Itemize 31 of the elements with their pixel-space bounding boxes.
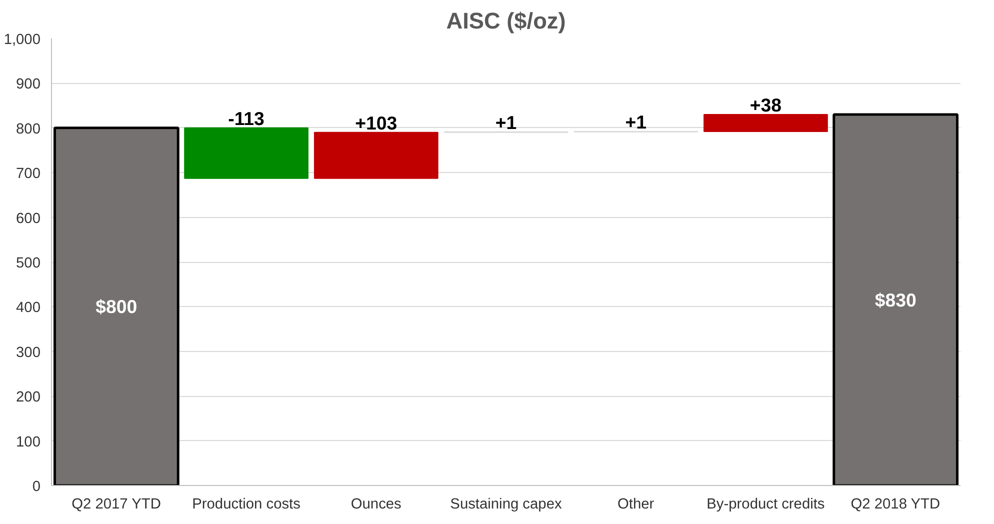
chart-title: AISC ($/oz) <box>446 8 566 34</box>
data-label: +38 <box>750 94 782 116</box>
x-tick-label: Q2 2017 YTD <box>72 496 161 512</box>
y-tick-label: 700 <box>16 166 41 182</box>
y-tick-label: 400 <box>16 300 41 316</box>
y-tick-label: 100 <box>16 434 41 450</box>
bar <box>53 126 180 486</box>
y-tick-label: 1,000 <box>4 32 41 48</box>
bar <box>314 132 438 179</box>
data-label: +1 <box>495 112 517 133</box>
y-tick-label: 900 <box>16 76 41 93</box>
bar <box>184 127 308 179</box>
bar <box>832 113 959 486</box>
y-tick-label: 300 <box>16 344 41 361</box>
x-tick-label: Ounces <box>350 496 402 512</box>
x-tick-label: Other <box>618 496 654 512</box>
bar <box>704 114 828 132</box>
x-tick-label: By-product credits <box>706 496 825 512</box>
data-label: -113 <box>228 108 264 129</box>
x-tick-label: Q2 2018 YTD <box>850 496 940 512</box>
x-tick-label: Sustaining capex <box>450 496 562 512</box>
y-tick-label: 600 <box>16 210 41 227</box>
y-tick-label: 800 <box>16 121 41 138</box>
y-tick-label: 200 <box>16 390 41 406</box>
data-label: +103 <box>355 112 398 134</box>
data-label: +1 <box>625 111 647 132</box>
data-label: $800 <box>96 296 138 318</box>
y-tick-label: 500 <box>16 256 41 272</box>
data-label: $830 <box>874 289 916 310</box>
x-tick-label: Production costs <box>192 496 300 512</box>
y-tick-label: 0 <box>32 479 41 495</box>
